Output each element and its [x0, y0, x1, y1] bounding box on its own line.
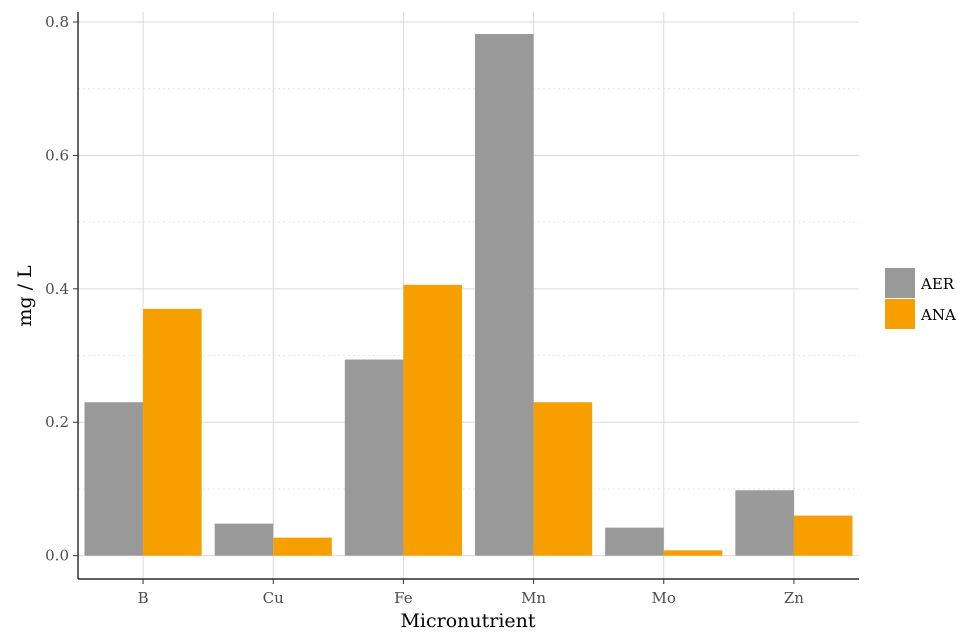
legend-swatch-aer	[885, 268, 915, 298]
bar-ana-mo	[663, 550, 723, 556]
y-tick-label: 0.6	[45, 146, 69, 164]
x-tick-label: Cu	[263, 589, 284, 607]
bar-ana-cu	[273, 537, 332, 556]
x-tick-label: Fe	[394, 589, 413, 607]
legend-swatch-ana	[885, 299, 915, 329]
bars	[84, 34, 853, 556]
bar-ana-fe	[403, 284, 462, 556]
y-axis-title: mg / L	[14, 265, 36, 327]
x-tick-label: Mn	[521, 589, 546, 607]
x-ticks: B Cu Fe Mn Mo Zn	[138, 579, 804, 607]
x-tick-label: B	[138, 589, 149, 607]
x-axis-title: Micronutrient	[400, 610, 535, 632]
x-tick-label: Zn	[784, 589, 804, 607]
y-ticks: 0.0 0.2 0.4 0.6 0.8	[45, 13, 78, 565]
bar-ana-mn	[533, 402, 593, 556]
bar-ana-zn	[793, 515, 853, 556]
bar-ana-b	[143, 308, 202, 556]
y-tick-label: 0.4	[45, 280, 69, 298]
axes	[77, 12, 859, 580]
bar-aer-fe	[344, 359, 404, 556]
y-tick-label: 0.8	[45, 13, 69, 31]
x-tick-label: Mo	[652, 589, 676, 607]
bar-aer-b	[84, 402, 144, 556]
bar-aer-mo	[605, 527, 664, 556]
bar-aer-zn	[735, 490, 794, 556]
legend: AER ANA	[885, 268, 956, 329]
legend-label-ana: ANA	[920, 306, 956, 324]
legend-label-aer: AER	[920, 275, 955, 293]
y-tick-label: 0.0	[45, 547, 69, 565]
bar-aer-cu	[214, 523, 274, 556]
bar-aer-mn	[475, 34, 534, 556]
y-tick-label: 0.2	[45, 413, 69, 431]
